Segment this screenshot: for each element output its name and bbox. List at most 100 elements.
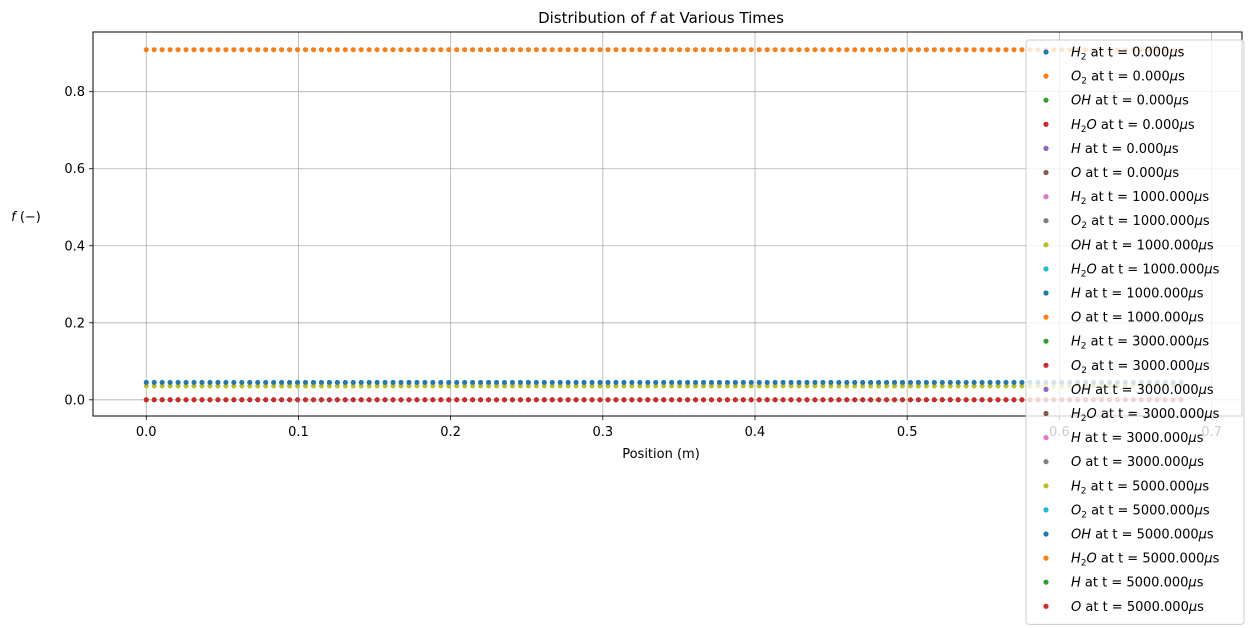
legend-entry: H at t = 0.000μs: [1043, 142, 1179, 157]
chart-title-prefix: Distribution of: [538, 9, 650, 27]
data-point: [677, 397, 683, 403]
legend-species: OH: [1071, 383, 1091, 398]
legend-label: H2O at t = 1000.000μs: [1071, 262, 1220, 279]
data-point: [908, 383, 913, 389]
data-point: [533, 380, 539, 385]
data-point: [637, 397, 643, 403]
data-point: [669, 47, 675, 53]
legend-time: at t = 1000.000: [1081, 287, 1189, 302]
legend-marker: [1043, 242, 1049, 248]
legend-unit-s: s: [1197, 600, 1204, 615]
data-point: [804, 397, 810, 403]
data-point: [183, 397, 189, 403]
data-point: [549, 397, 555, 403]
legend-subscript: 2: [1081, 197, 1087, 207]
data-point: [685, 47, 690, 53]
data-point: [533, 397, 539, 403]
data-point: [645, 383, 651, 389]
data-point: [844, 397, 850, 403]
data-point: [732, 397, 738, 403]
legend-unit-mu: μ: [1198, 238, 1207, 253]
legend-entry: O at t = 5000.000μs: [1043, 600, 1204, 615]
data-point: [637, 383, 643, 389]
data-point: [311, 380, 316, 385]
data-point: [557, 383, 563, 389]
data-point: [231, 380, 237, 385]
legend-unit-mu: μ: [1163, 166, 1172, 181]
legend-marker: [1043, 507, 1049, 513]
legend-unit-s: s: [1213, 552, 1220, 567]
data-point: [597, 47, 603, 53]
legend-unit-s: s: [1213, 407, 1220, 422]
data-point: [303, 397, 308, 403]
data-point: [390, 47, 396, 53]
data-point: [756, 47, 762, 53]
data-point: [446, 47, 452, 53]
data-point: [844, 383, 850, 389]
data-point: [955, 380, 961, 385]
legend-species: H: [1071, 287, 1081, 302]
legend-entry: OH at t = 0.000μs: [1043, 94, 1189, 109]
data-point: [541, 383, 547, 389]
legend-entry: O at t = 0.000μs: [1043, 166, 1179, 181]
legend-unit-s: s: [1197, 455, 1204, 470]
data-point: [892, 47, 897, 53]
data-point: [844, 47, 850, 53]
data-point: [740, 383, 746, 389]
data-point: [1003, 397, 1009, 403]
data-point: [151, 397, 157, 403]
data-point: [717, 47, 722, 53]
data-point: [207, 380, 213, 385]
data-point: [565, 47, 571, 53]
data-point: [390, 397, 396, 403]
y-tick-label: 0.4: [64, 239, 85, 254]
data-point: [398, 397, 404, 403]
data-point: [382, 47, 388, 53]
legend-species: O: [1071, 214, 1081, 229]
x-tick-label: 0.4: [745, 425, 766, 440]
data-point: [510, 383, 515, 389]
data-point: [780, 380, 786, 385]
data-point: [350, 397, 356, 403]
legend-unit-s: s: [1197, 311, 1204, 326]
legend-species: OH: [1071, 528, 1091, 543]
data-point: [717, 383, 722, 389]
x-tick-label: 0.5: [897, 425, 918, 440]
x-tick-label: 0.1: [288, 425, 309, 440]
data-point: [732, 47, 738, 53]
legend-unit-s: s: [1203, 503, 1210, 518]
legend-time: at t = 0.000: [1091, 94, 1174, 109]
data-point: [963, 397, 969, 403]
data-point: [279, 383, 284, 389]
data-point: [764, 47, 770, 53]
data-point: [669, 380, 675, 385]
data-point: [828, 397, 834, 403]
data-point: [223, 47, 229, 53]
legend-species: H: [1071, 46, 1081, 61]
y-axis-label-symbol: f: [11, 210, 18, 225]
data-point: [557, 397, 563, 403]
data-point: [931, 383, 937, 389]
data-point: [653, 380, 659, 385]
data-point: [271, 47, 277, 53]
legend-entry: O2 at t = 3000.000μs: [1043, 359, 1210, 376]
legend-species: H: [1071, 262, 1081, 277]
data-point: [916, 47, 921, 53]
legend-unit-mu: μ: [1194, 503, 1203, 518]
data-point: [995, 383, 1001, 389]
data-point: [836, 397, 842, 403]
data-point: [199, 380, 205, 385]
data-point: [279, 47, 284, 53]
data-point: [756, 397, 762, 403]
data-point: [215, 380, 221, 385]
legend-species: O: [1071, 359, 1081, 374]
legend-unit-mu: μ: [1168, 46, 1177, 61]
data-point: [693, 47, 698, 53]
data-point: [454, 397, 460, 403]
data-point: [231, 383, 237, 389]
data-point: [884, 397, 889, 403]
data-point: [828, 47, 834, 53]
data-point: [159, 383, 165, 389]
data-point: [462, 47, 468, 53]
